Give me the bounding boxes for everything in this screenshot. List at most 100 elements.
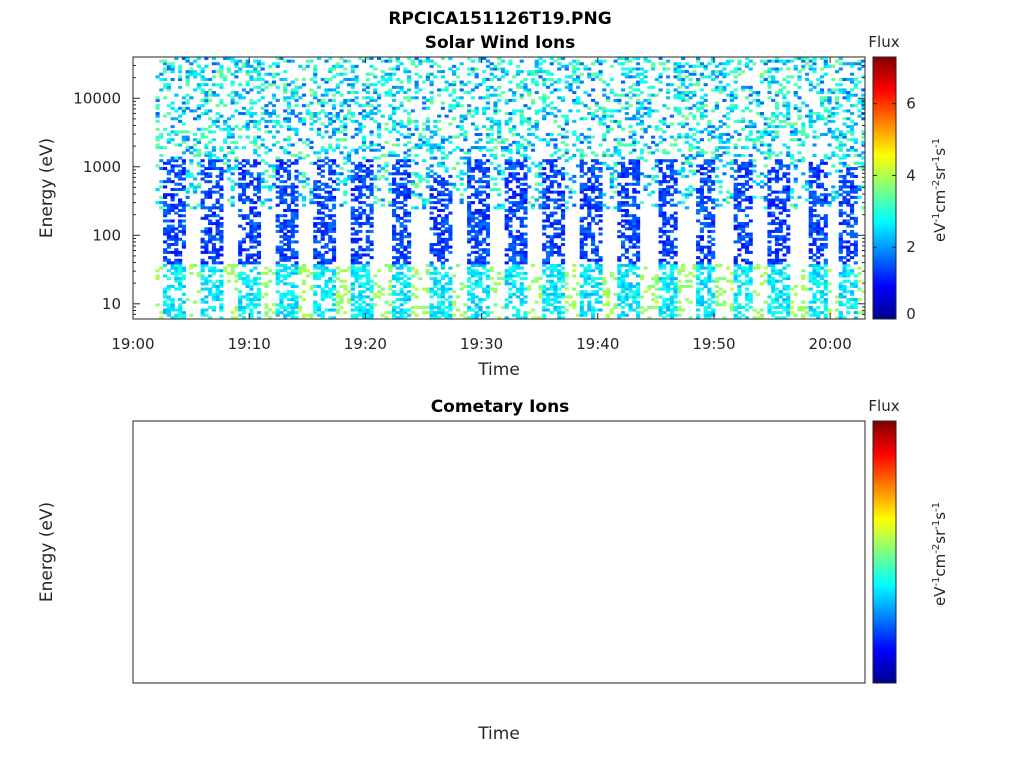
heatmap-cell — [590, 167, 596, 171]
heatmap-cell — [594, 298, 599, 302]
heatmap-cell — [170, 169, 175, 173]
heatmap-cell — [549, 112, 554, 116]
heatmap-cell — [621, 284, 626, 288]
heatmap-cell — [560, 193, 566, 197]
heatmap-cell — [542, 98, 547, 102]
heatmap-cell — [264, 146, 269, 150]
heatmap-cell — [219, 316, 224, 320]
heatmap-cell — [346, 266, 352, 270]
heatmap-cell — [437, 303, 442, 307]
heatmap-cell — [572, 305, 577, 309]
heatmap-cell — [238, 172, 243, 176]
heatmap-cell — [564, 151, 569, 155]
heatmap-cell — [316, 227, 322, 231]
heatmap-cell — [485, 295, 491, 299]
heatmap-cell — [414, 64, 419, 68]
heatmap-cell — [301, 83, 307, 87]
heatmap-cell — [568, 62, 573, 66]
heatmap-cell — [639, 201, 644, 205]
heatmap-cell — [395, 169, 400, 173]
heatmap-cell — [170, 235, 175, 239]
heatmap-cell — [658, 75, 663, 79]
heatmap-cell — [467, 211, 472, 215]
heatmap-cell — [515, 253, 521, 257]
heatmap-cell — [557, 125, 562, 129]
heatmap-cell — [163, 263, 168, 267]
heatmap-cell — [215, 219, 220, 223]
heatmap-cell — [305, 109, 310, 113]
heatmap-cell — [174, 188, 179, 192]
heatmap-cell — [643, 106, 648, 110]
heatmap-cell — [677, 308, 682, 312]
heatmap-cell — [621, 161, 626, 165]
heatmap-cell — [196, 57, 201, 61]
heatmap-cell — [339, 151, 344, 155]
heatmap-cell — [470, 274, 475, 278]
heatmap-cell — [395, 201, 400, 205]
heatmap-cell — [560, 198, 566, 202]
heatmap-cell — [613, 169, 618, 173]
heatmap-cell — [331, 258, 337, 262]
heatmap-cell — [256, 172, 262, 176]
heatmap-cell — [256, 185, 262, 189]
heatmap-cell — [444, 243, 449, 247]
heatmap-cell — [339, 104, 344, 108]
heatmap-cell — [343, 117, 348, 121]
heatmap-cell — [628, 224, 633, 228]
heatmap-cell — [316, 308, 322, 312]
heatmap-cell — [504, 161, 509, 165]
heatmap-cell — [155, 104, 160, 108]
heatmap-cell — [493, 167, 498, 171]
heatmap-cell — [294, 300, 299, 304]
heatmap-cell — [219, 279, 224, 283]
heatmap-cell — [602, 106, 607, 110]
heatmap-cell — [335, 72, 340, 76]
heatmap-cell — [388, 151, 393, 155]
heatmap-cell — [403, 316, 408, 320]
heatmap-cell — [253, 229, 258, 233]
heatmap-cell — [316, 117, 322, 121]
heatmap-cell — [395, 182, 400, 186]
heatmap-cell — [245, 161, 250, 165]
heatmap-cell — [666, 250, 671, 254]
heatmap-cell — [174, 232, 179, 236]
heatmap-cell — [560, 96, 566, 100]
heatmap-cell — [298, 269, 303, 273]
heatmap-cell — [677, 279, 682, 283]
heatmap-cell — [369, 279, 374, 283]
heatmap-cell — [666, 313, 671, 317]
heatmap-cell — [636, 122, 641, 126]
heatmap-cell — [515, 164, 521, 168]
heatmap-cell — [226, 127, 231, 131]
heatmap-cell — [538, 96, 543, 100]
heatmap-cell — [181, 277, 186, 281]
heatmap-cell — [628, 290, 633, 294]
heatmap-cell — [211, 146, 216, 150]
heatmap-cell — [170, 263, 175, 267]
heatmap-cell — [500, 169, 506, 173]
heatmap-cell — [339, 279, 344, 283]
heatmap-cell — [583, 237, 588, 241]
heatmap-cell — [560, 57, 566, 61]
heatmap-cell — [234, 59, 239, 63]
heatmap-cell — [677, 148, 682, 152]
heatmap-cell — [493, 67, 498, 71]
heatmap-cell — [609, 64, 614, 68]
heatmap-cell — [482, 180, 487, 184]
heatmap-cell — [617, 316, 622, 320]
heatmap-cell — [598, 77, 603, 81]
heatmap-cell — [470, 185, 475, 189]
heatmap-cell — [170, 298, 175, 302]
heatmap-cell — [226, 169, 231, 173]
heatmap-cell — [301, 282, 307, 286]
heatmap-cell — [422, 177, 427, 181]
heatmap-cell — [493, 106, 498, 110]
heatmap-cell — [373, 67, 378, 71]
heatmap-cell — [673, 219, 678, 223]
heatmap-cell — [624, 222, 629, 226]
heatmap-cell — [527, 127, 532, 131]
heatmap-cell — [403, 96, 408, 100]
heatmap-cell — [662, 62, 667, 66]
heatmap-cell — [328, 308, 333, 312]
heatmap-cell — [238, 185, 243, 189]
